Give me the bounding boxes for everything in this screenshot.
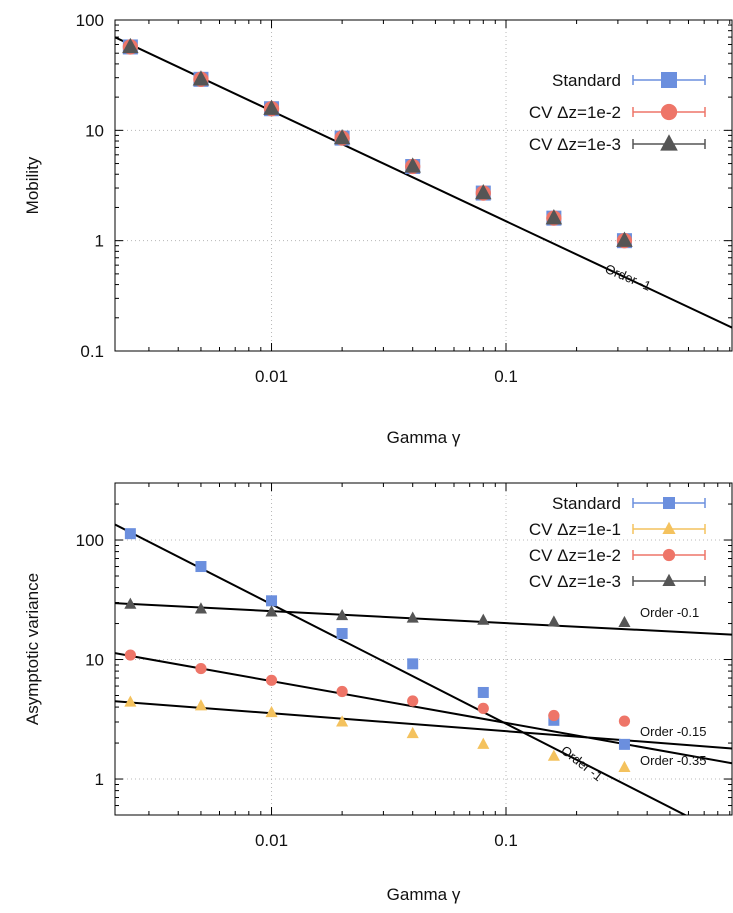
data-point xyxy=(124,528,136,540)
x-tick-label: 0.01 xyxy=(255,367,288,386)
data-point xyxy=(618,760,631,772)
legend-label: CV Δz=1e-1 xyxy=(529,520,621,539)
data-point xyxy=(406,726,419,739)
data-point xyxy=(336,628,348,640)
x-tick-label: 0.1 xyxy=(494,367,518,386)
plot-frame xyxy=(114,482,733,816)
legend-label: Standard xyxy=(552,494,621,513)
data-point xyxy=(333,129,351,145)
series-cv-z-1e-1 xyxy=(124,695,631,772)
data-point xyxy=(477,613,490,625)
reference-lines xyxy=(115,523,732,815)
legend-marker xyxy=(660,103,678,121)
data-point xyxy=(122,37,139,54)
minor-ticks xyxy=(115,19,732,352)
data-point xyxy=(404,157,421,173)
data-point xyxy=(124,597,137,609)
legend-entry-standard: Standard xyxy=(552,494,706,513)
legend: Standard CV Δz=1e-2 CV Δz=1e-3 xyxy=(529,71,706,154)
annotation-order-1: Order -1 xyxy=(603,261,653,294)
legend-marker xyxy=(662,573,676,586)
legend-label: CV Δz=1e-3 xyxy=(529,135,621,154)
data-point xyxy=(336,685,348,698)
data-point xyxy=(192,70,210,86)
legend-marker xyxy=(663,497,675,509)
data-point xyxy=(406,611,419,623)
data-point xyxy=(194,602,207,614)
data-point xyxy=(477,702,489,715)
legend-entry-cv-z-1e-3: CV Δz=1e-3 xyxy=(529,572,706,591)
data-point xyxy=(407,658,419,670)
data-point xyxy=(477,737,490,749)
legend-entry-cv-z-1e-2: CV Δz=1e-2 xyxy=(529,103,706,122)
data-point xyxy=(195,561,207,573)
series-cv-z-1e-3 xyxy=(124,597,631,628)
annotation-order-1: Order -1 xyxy=(558,743,605,785)
data-point xyxy=(265,674,278,686)
y-tick-label: 1 xyxy=(95,232,104,251)
data-point xyxy=(475,183,492,200)
data-point xyxy=(194,699,207,711)
series-cv-z-1e-3 xyxy=(122,37,633,247)
legend-entry-cv-z-1e-1: CV Δz=1e-1 xyxy=(529,520,706,539)
annotation-order-0-15: Order -0.15 xyxy=(640,724,706,739)
data-point xyxy=(545,209,563,225)
legend-label: Standard xyxy=(552,71,621,90)
y-axis-label: Mobility xyxy=(23,156,42,214)
legend-marker xyxy=(660,134,678,151)
minor-ticks xyxy=(115,482,732,816)
data-point xyxy=(266,595,278,607)
legend-label: CV Δz=1e-2 xyxy=(529,546,621,565)
data-point xyxy=(336,608,349,621)
data-point xyxy=(407,695,419,707)
legend-entry-cv-z-1e-3: CV Δz=1e-3 xyxy=(529,134,706,154)
legend-marker xyxy=(662,548,676,562)
annotation-order-0-1: Order -0.1 xyxy=(640,605,699,620)
annotation-order-0-35: Order -0.35 xyxy=(640,753,706,768)
y-tick-label: 100 xyxy=(76,11,104,30)
y-axis-label: Asymptotic variance xyxy=(23,573,42,725)
x-axis-label: Gamma γ xyxy=(387,428,461,447)
data-point xyxy=(548,709,560,722)
y-tick-label: 0.1 xyxy=(80,342,104,361)
data-point xyxy=(618,715,631,727)
data-point xyxy=(618,615,631,628)
x-axis-label: Gamma γ xyxy=(387,885,461,904)
data-point xyxy=(124,649,136,661)
legend-marker xyxy=(662,521,676,534)
legend-marker xyxy=(661,72,677,88)
data-point xyxy=(195,662,207,675)
reference-line-order-0-1 xyxy=(115,602,732,636)
legend-entry-standard: Standard xyxy=(552,71,706,90)
mobility-panel: 0.01 0.1 0.1 1 10 100 Gamma γ Mobility Order -1 S… xyxy=(23,11,733,447)
data-point xyxy=(336,715,349,727)
data-point xyxy=(547,615,560,627)
data-point xyxy=(124,695,137,707)
series-cv-z-1e-2 xyxy=(124,649,631,727)
y-tick-label: 10 xyxy=(85,651,104,670)
x-tick-label: 0.01 xyxy=(255,831,288,850)
data-point xyxy=(616,231,633,247)
legend: Standard CV Δz=1e-1 CV Δz=1e-2 CV Δz=1e-3 xyxy=(529,494,706,591)
data-point xyxy=(477,686,489,698)
legend-label: CV Δz=1e-2 xyxy=(529,103,621,122)
reference-lines xyxy=(115,36,732,329)
data-point xyxy=(263,99,280,115)
data-point xyxy=(547,749,560,761)
x-tick-label: 0.1 xyxy=(494,831,518,850)
variance-panel: 0.01 0.1 1 10 100 Gamma γ Asymptotic variance O… xyxy=(23,482,733,904)
data-point xyxy=(265,605,278,617)
y-tick-label: 1 xyxy=(95,770,104,789)
y-tick-label: 100 xyxy=(76,531,104,550)
data-point xyxy=(618,738,630,750)
data-point xyxy=(265,705,278,718)
plot-frame xyxy=(114,19,733,352)
y-tick-label: 10 xyxy=(85,121,104,140)
legend-entry-cv-z-1e-2: CV Δz=1e-2 xyxy=(529,546,706,565)
reference-line-order-1 xyxy=(115,36,732,329)
legend-label: CV Δz=1e-3 xyxy=(529,572,621,591)
reference-line-order-1 xyxy=(115,523,688,815)
